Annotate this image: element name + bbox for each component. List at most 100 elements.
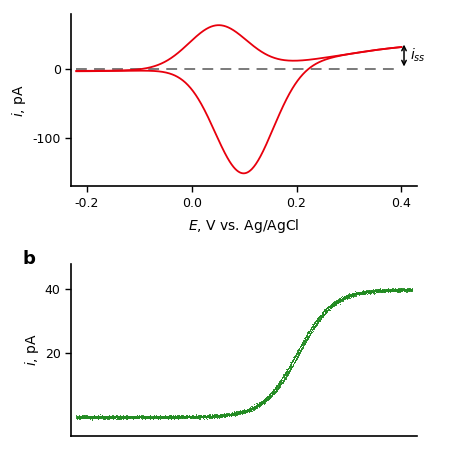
Point bbox=[374, 285, 382, 293]
Point bbox=[98, 413, 106, 420]
Point bbox=[237, 410, 244, 417]
Point bbox=[161, 413, 168, 420]
Point bbox=[215, 412, 223, 419]
Point bbox=[376, 285, 384, 293]
Point bbox=[360, 287, 367, 295]
Point bbox=[209, 413, 217, 420]
Point bbox=[87, 412, 95, 420]
Point bbox=[79, 413, 86, 421]
Point bbox=[270, 390, 278, 398]
Point bbox=[249, 403, 257, 410]
Point bbox=[137, 414, 145, 421]
Point bbox=[233, 409, 241, 417]
Point bbox=[171, 413, 179, 421]
Point bbox=[290, 360, 297, 368]
Point bbox=[190, 412, 197, 419]
Point bbox=[336, 296, 343, 303]
Point bbox=[119, 413, 127, 421]
Point bbox=[296, 346, 304, 354]
Point bbox=[143, 412, 150, 420]
Point bbox=[322, 309, 330, 316]
Point bbox=[201, 412, 209, 420]
Point bbox=[264, 394, 272, 402]
Point bbox=[121, 413, 129, 420]
Point bbox=[167, 414, 174, 421]
Point bbox=[210, 411, 218, 419]
Point bbox=[408, 286, 415, 293]
Point bbox=[359, 289, 366, 297]
Point bbox=[316, 316, 323, 324]
Point bbox=[340, 296, 347, 303]
Point bbox=[81, 412, 89, 419]
Point bbox=[376, 287, 383, 295]
Point bbox=[403, 286, 410, 293]
Point bbox=[225, 411, 232, 419]
Point bbox=[78, 413, 85, 420]
Point bbox=[211, 412, 219, 419]
Point bbox=[374, 286, 382, 294]
Point bbox=[250, 403, 257, 410]
Point bbox=[319, 313, 326, 321]
Point bbox=[270, 386, 278, 394]
Point bbox=[100, 414, 108, 422]
Point bbox=[401, 286, 408, 293]
Point bbox=[227, 411, 234, 419]
Point bbox=[300, 339, 308, 347]
Point bbox=[332, 298, 340, 306]
Point bbox=[268, 390, 276, 397]
Point bbox=[143, 414, 151, 421]
Point bbox=[321, 305, 329, 312]
Point bbox=[402, 286, 410, 293]
Point bbox=[122, 413, 130, 421]
Point bbox=[209, 411, 217, 419]
Point bbox=[261, 394, 269, 401]
Point bbox=[169, 413, 177, 421]
Point bbox=[328, 300, 336, 308]
Point bbox=[93, 413, 100, 421]
Point bbox=[78, 412, 86, 419]
Point bbox=[380, 287, 387, 295]
Point bbox=[401, 286, 409, 294]
Point bbox=[233, 407, 240, 415]
Point bbox=[259, 396, 267, 404]
Point bbox=[257, 401, 264, 408]
Point bbox=[205, 413, 213, 420]
Point bbox=[252, 402, 260, 410]
Point bbox=[117, 413, 125, 420]
Point bbox=[106, 413, 114, 420]
Point bbox=[162, 414, 169, 421]
Point bbox=[155, 413, 162, 420]
Point bbox=[196, 415, 203, 422]
Point bbox=[369, 287, 377, 295]
Point bbox=[341, 294, 349, 301]
Point bbox=[93, 413, 100, 420]
Point bbox=[401, 286, 409, 294]
Point bbox=[297, 345, 305, 353]
Point bbox=[105, 413, 112, 420]
Point bbox=[281, 374, 289, 382]
Point bbox=[189, 414, 196, 421]
Point bbox=[96, 413, 103, 421]
Point bbox=[250, 406, 257, 414]
Point bbox=[358, 289, 365, 296]
Point bbox=[246, 406, 254, 413]
Point bbox=[231, 410, 239, 418]
Point bbox=[298, 345, 306, 353]
Point bbox=[282, 374, 290, 382]
Point bbox=[164, 412, 172, 420]
Point bbox=[191, 412, 198, 420]
Point bbox=[262, 393, 270, 401]
Point bbox=[211, 411, 219, 419]
Point bbox=[243, 407, 251, 414]
Point bbox=[383, 287, 390, 294]
Point bbox=[77, 413, 84, 421]
Point bbox=[328, 304, 335, 312]
Point bbox=[201, 412, 208, 419]
Point bbox=[225, 411, 232, 419]
Point bbox=[289, 362, 297, 370]
Point bbox=[381, 286, 389, 294]
Point bbox=[151, 412, 158, 420]
Point bbox=[122, 413, 130, 420]
Point bbox=[219, 411, 227, 419]
Point bbox=[317, 311, 324, 319]
